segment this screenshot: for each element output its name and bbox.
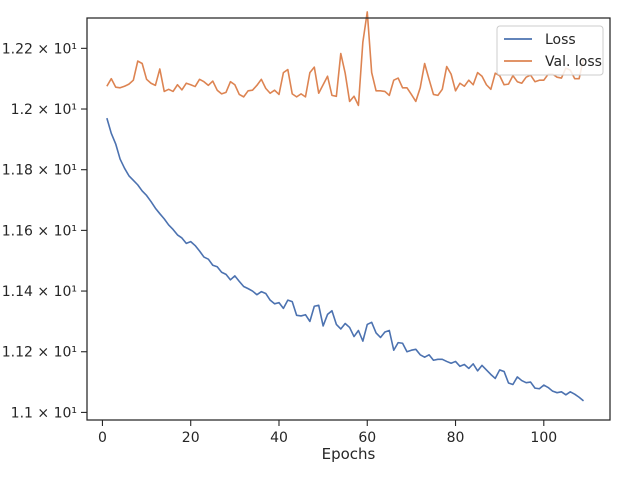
- x-tick-label: 100: [530, 430, 557, 446]
- x-tick-label: 0: [98, 430, 107, 446]
- x-tick-label: 40: [270, 430, 288, 446]
- y-tick-label: 1.18 × 10¹: [2, 163, 77, 179]
- legend: Loss Val. loss: [496, 25, 604, 76]
- series-line-loss: [106, 117, 585, 402]
- legend-label-loss: Loss: [545, 32, 576, 48]
- y-tick-label: 1.14 × 10¹: [2, 284, 77, 300]
- y-tick-label: 1.12 × 10¹: [2, 345, 77, 361]
- x-axis-label: Epochs: [322, 445, 376, 463]
- legend-label-val-loss: Val. loss: [545, 54, 602, 70]
- x-tick-label: 20: [182, 430, 200, 446]
- y-tick-label: 1.1 × 10¹: [11, 405, 77, 421]
- series-line-val-loss: [106, 11, 585, 107]
- x-tick-label: 60: [358, 430, 376, 446]
- y-tick-label: 1.2 × 10¹: [11, 102, 77, 118]
- y-tick-label: 1.22 × 10¹: [2, 41, 77, 57]
- y-axis-ticks: 1.1 × 10¹ 1.12 × 10¹ 1.14 × 10¹ 1.16 × 10¹ 1…: [2, 41, 87, 421]
- y-tick-label: 1.16 × 10¹: [2, 223, 77, 239]
- plot-area: [106, 11, 585, 402]
- axes-frame: [86, 17, 611, 421]
- x-tick-label: 80: [447, 430, 465, 446]
- x-axis-ticks: 0 20 40 60 80 100: [98, 420, 557, 446]
